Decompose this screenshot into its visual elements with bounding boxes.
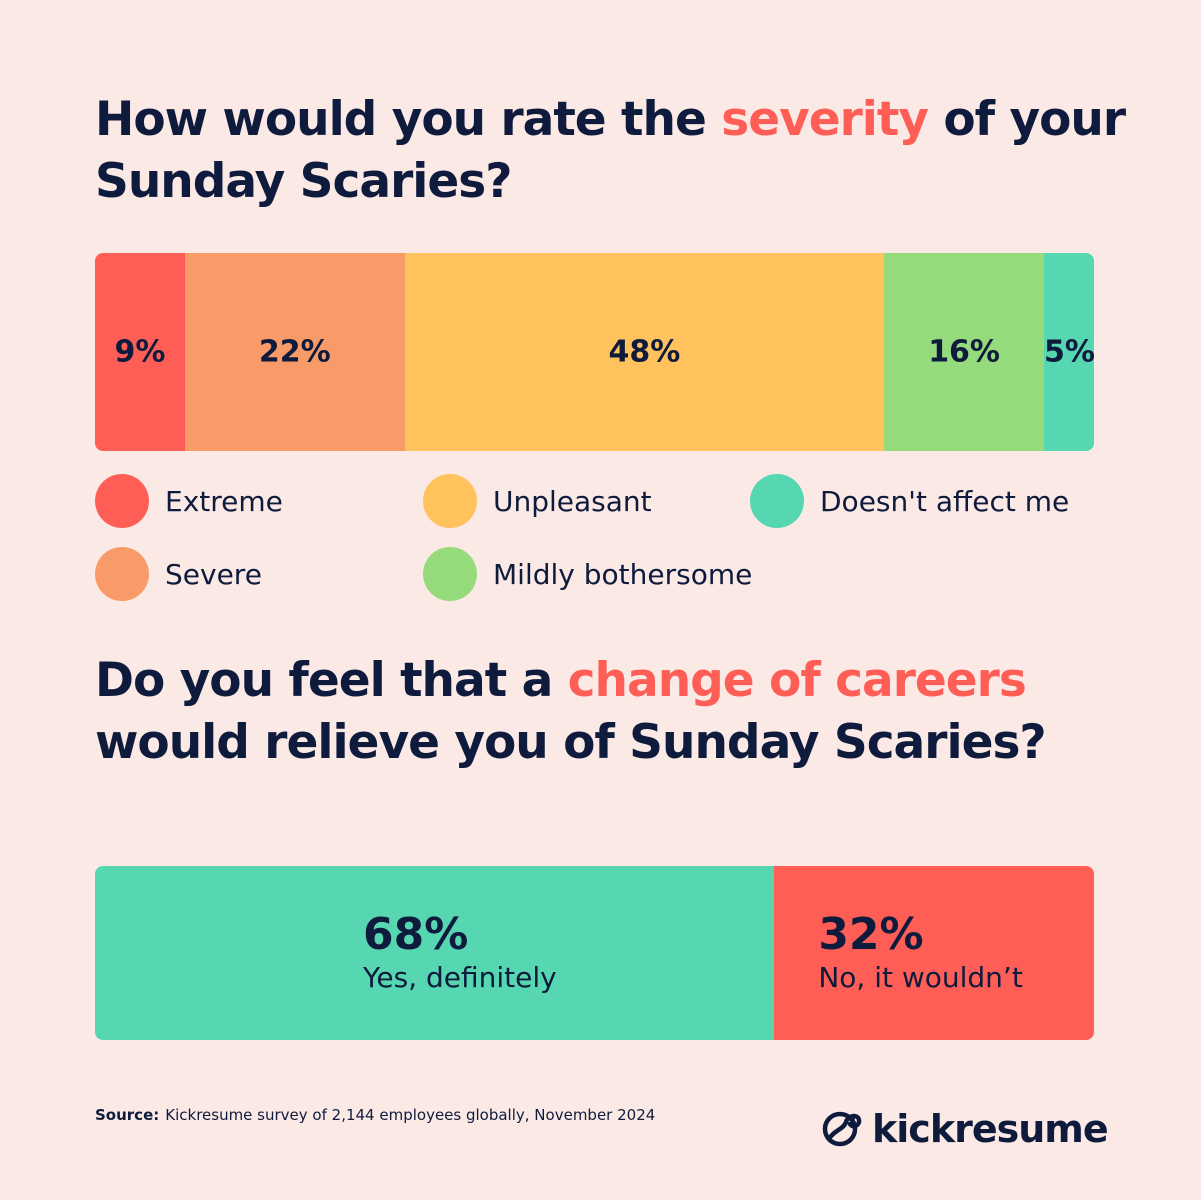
title-text: Do you feel that a	[95, 653, 568, 708]
data-label: 48%	[608, 334, 681, 370]
legend-item: Mildly bothersome	[423, 547, 752, 601]
severity-stacked-bar: 9% 22% 48% 16% 5%	[95, 253, 1094, 451]
legend-label: Extreme	[165, 484, 283, 518]
title-highlight: change of careers	[567, 653, 1027, 708]
legend-label: Severe	[165, 557, 262, 591]
source-label: Source:	[95, 1106, 160, 1124]
category-label: Yes, definitely	[363, 961, 557, 994]
data-label: 22%	[258, 334, 331, 370]
title-highlight: severity	[721, 92, 929, 147]
legend-swatch	[423, 474, 477, 528]
source-note: Source: Kickresume survey of 2,144 employ…	[95, 1106, 655, 1124]
career-stacked-bar: 68% Yes, definitely 32% No, it wouldn’t	[95, 866, 1094, 1040]
legend-swatch	[95, 547, 149, 601]
brand-name: kickresume	[872, 1107, 1109, 1151]
bar-segment-mildly-bothersome: 16%	[884, 253, 1045, 451]
data-label: 16%	[928, 334, 1000, 370]
title-text: of your Sunday Scaries?	[95, 92, 1126, 209]
legend-item: Extreme	[95, 474, 283, 528]
data-label: 32%	[818, 909, 924, 960]
legend-swatch	[750, 474, 804, 528]
legend-label: Unpleasant	[493, 484, 652, 518]
title-text: would relieve you of Sunday Scaries?	[95, 715, 1047, 770]
severity-question-title: How would you rate the severity of your …	[95, 89, 1135, 213]
bar-segment-doesn-t-affect-me: 5%	[1044, 253, 1094, 451]
bar-segment-yes: 68% Yes, definitely	[95, 866, 775, 1040]
legend-item: Severe	[95, 547, 262, 601]
data-label: 68%	[363, 909, 469, 960]
legend-label: Doesn't affect me	[820, 484, 1070, 518]
bar-segment-no: 32% No, it wouldn’t	[774, 866, 1094, 1040]
legend-label: Mildly bothersome	[493, 557, 753, 591]
brand-logo: kickresume	[820, 1104, 1109, 1154]
legend-swatch	[95, 474, 149, 528]
bar-segment-extreme: 9%	[95, 253, 185, 451]
career-question-title: Do you feel that a change of careers wou…	[95, 650, 1135, 774]
legend-item: Unpleasant	[423, 474, 652, 528]
legend-item: Doesn't affect me	[750, 474, 1069, 528]
bar-segment-severe: 22%	[184, 253, 405, 451]
bar-segment-unpleasant: 48%	[404, 253, 885, 451]
category-label: No, it wouldn’t	[818, 961, 1023, 994]
title-text: How would you rate the	[95, 92, 722, 147]
data-label: 9%	[114, 334, 166, 370]
source-text: Kickresume survey of 2,144 employees glo…	[165, 1106, 656, 1124]
legend-swatch	[423, 547, 477, 601]
data-label: 5%	[1044, 334, 1094, 370]
kickresume-logo-icon	[820, 1105, 864, 1153]
